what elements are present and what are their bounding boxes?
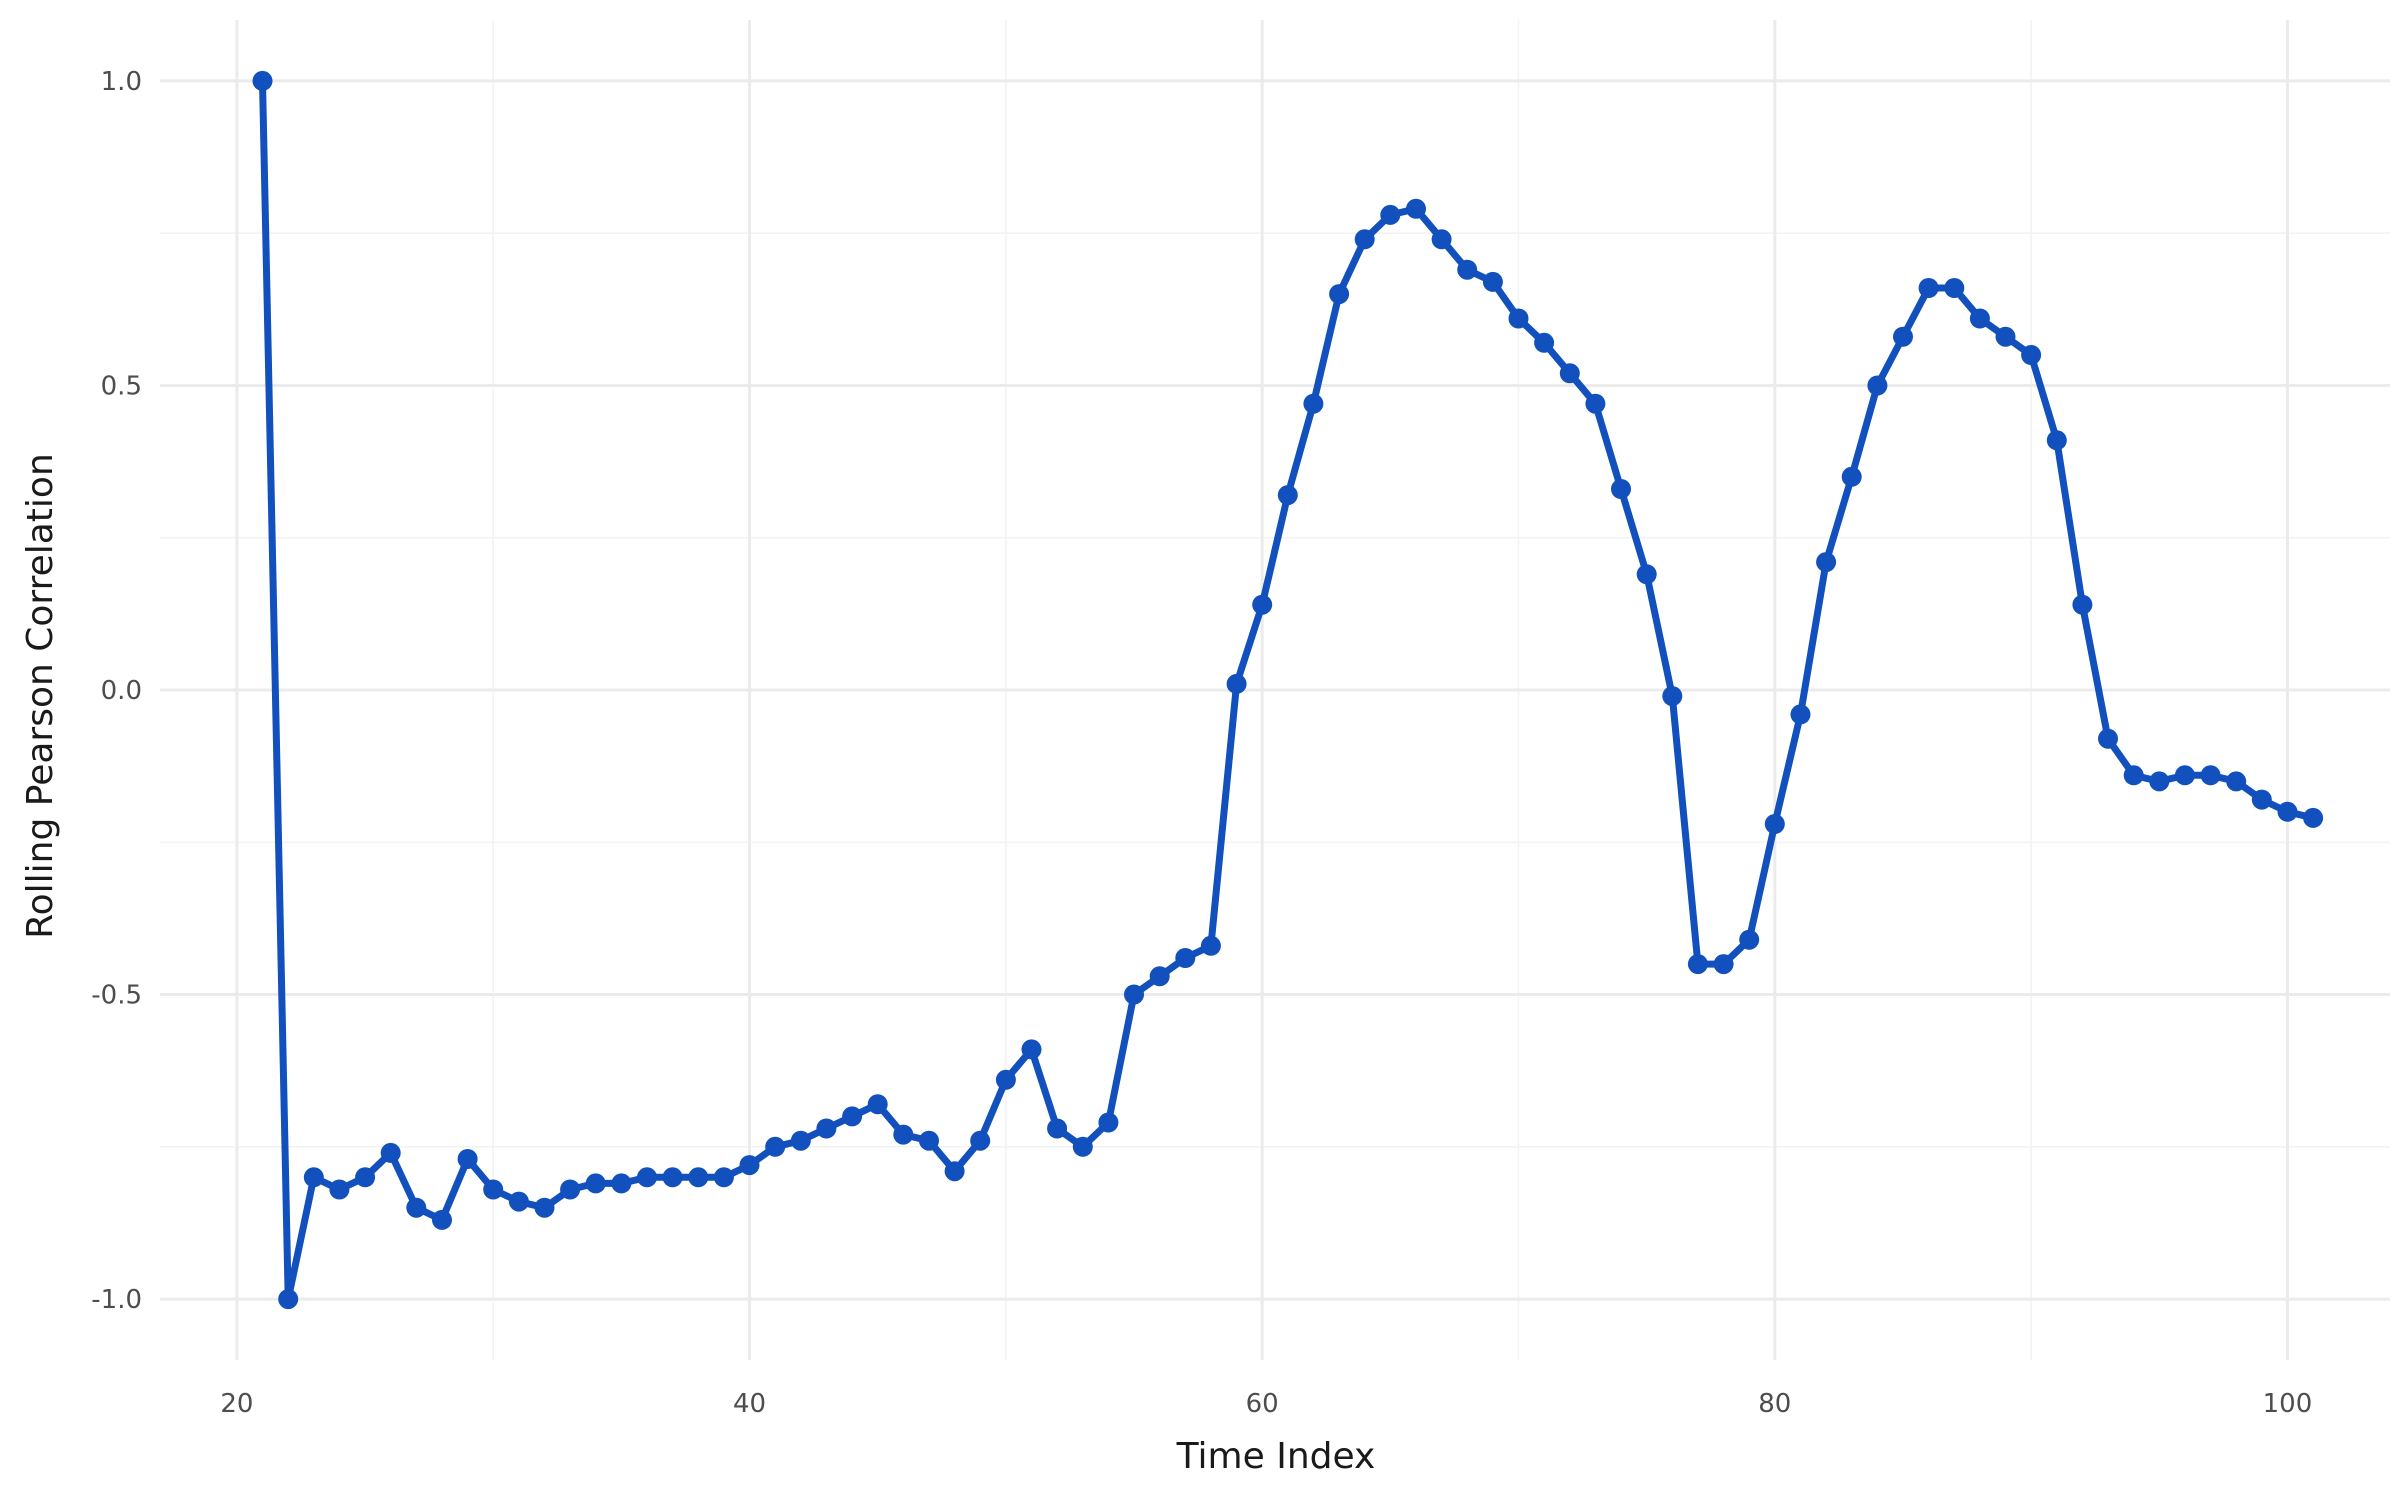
data-point bbox=[2098, 728, 2118, 749]
data-point bbox=[765, 1136, 786, 1157]
data-point bbox=[1047, 1118, 1068, 1139]
data-point bbox=[2021, 345, 2042, 365]
data-point bbox=[2123, 765, 2144, 786]
data-point bbox=[1406, 198, 1426, 219]
data-point bbox=[2072, 594, 2093, 615]
data-point bbox=[1559, 363, 1580, 384]
data-point bbox=[1508, 308, 1529, 329]
data-point bbox=[380, 1142, 401, 1163]
data-point bbox=[739, 1155, 760, 1176]
data-point bbox=[355, 1167, 376, 1188]
x-tick-label: 60 bbox=[1246, 1389, 1279, 1419]
data-point bbox=[1303, 393, 1324, 414]
data-point bbox=[1611, 479, 1631, 499]
data-point bbox=[1893, 326, 1913, 347]
data-point bbox=[2226, 771, 2247, 792]
y-axis-tick-labels: -1.0 -0.5 0.0 0.5 1.0 bbox=[91, 67, 142, 1315]
data-point bbox=[1175, 948, 1196, 968]
data-point bbox=[1329, 284, 1350, 305]
data-point bbox=[688, 1167, 709, 1188]
data-point bbox=[1995, 326, 2016, 347]
data-point bbox=[816, 1118, 837, 1139]
data-point bbox=[919, 1130, 939, 1151]
data-point bbox=[1149, 966, 1170, 987]
series-layer bbox=[252, 70, 2324, 1310]
data-point bbox=[970, 1130, 991, 1151]
data-point bbox=[252, 70, 273, 91]
x-tick-label: 40 bbox=[733, 1389, 766, 1419]
data-point bbox=[1252, 594, 1273, 615]
data-point bbox=[2251, 789, 2272, 810]
data-point bbox=[893, 1124, 914, 1145]
x-axis-tick-labels: 20 40 60 80 100 bbox=[220, 1389, 2312, 1419]
data-point bbox=[1816, 552, 1837, 573]
major-gridlines bbox=[160, 20, 2390, 1360]
data-point bbox=[457, 1149, 478, 1169]
data-point bbox=[1277, 485, 1298, 506]
data-point bbox=[662, 1167, 683, 1188]
data-point bbox=[534, 1197, 555, 1218]
data-point bbox=[1687, 954, 1708, 975]
data-point bbox=[1380, 204, 1401, 225]
y-tick-label: 0.0 bbox=[101, 676, 142, 706]
data-point bbox=[585, 1173, 606, 1194]
data-point bbox=[867, 1094, 888, 1115]
data-point bbox=[713, 1167, 734, 1188]
data-point bbox=[1431, 229, 1452, 250]
data-point bbox=[1944, 278, 1965, 298]
data-point bbox=[2303, 807, 2324, 828]
data-point bbox=[1764, 814, 1785, 834]
data-point bbox=[1457, 259, 1478, 280]
data-point bbox=[1739, 929, 1760, 950]
data-point bbox=[2046, 430, 2067, 451]
data-point bbox=[2174, 765, 2195, 786]
data-point bbox=[2149, 771, 2170, 792]
data-point bbox=[329, 1179, 350, 1200]
y-tick-label: 1.0 bbox=[101, 67, 142, 97]
data-point bbox=[1918, 278, 1939, 298]
data-point bbox=[637, 1167, 657, 1188]
data-point bbox=[1713, 954, 1734, 975]
data-point bbox=[1226, 673, 1247, 694]
data-point bbox=[842, 1106, 863, 1127]
y-tick-label: -1.0 bbox=[91, 1285, 142, 1315]
data-point bbox=[1124, 984, 1144, 1005]
data-point bbox=[944, 1161, 965, 1182]
x-axis-title: Time Index bbox=[1176, 1436, 1376, 1477]
data-point bbox=[1072, 1136, 1093, 1157]
data-point bbox=[1636, 564, 1657, 585]
data-point bbox=[995, 1069, 1016, 1090]
y-tick-label: 0.5 bbox=[101, 371, 142, 401]
data-point bbox=[406, 1197, 427, 1218]
data-point bbox=[303, 1167, 324, 1188]
data-point bbox=[1200, 935, 1221, 956]
data-point bbox=[278, 1289, 299, 1310]
y-tick-label: -0.5 bbox=[91, 981, 142, 1011]
data-point bbox=[483, 1179, 504, 1200]
data-point bbox=[1098, 1112, 1119, 1133]
data-point bbox=[1867, 375, 1888, 396]
x-tick-label: 100 bbox=[2263, 1389, 2313, 1419]
data-point bbox=[1969, 308, 1990, 329]
data-point bbox=[508, 1191, 529, 1212]
data-point bbox=[1021, 1039, 1042, 1060]
data-point bbox=[790, 1130, 811, 1151]
data-point bbox=[1841, 466, 1862, 487]
data-point bbox=[1585, 393, 1606, 414]
data-point bbox=[560, 1179, 581, 1200]
data-point bbox=[611, 1173, 632, 1194]
data-point bbox=[1482, 271, 1503, 292]
x-tick-label: 80 bbox=[1758, 1389, 1791, 1419]
data-point bbox=[1790, 704, 1811, 725]
data-point bbox=[1354, 229, 1375, 250]
data-point bbox=[1534, 332, 1555, 353]
data-point bbox=[2200, 765, 2221, 786]
x-tick-label: 20 bbox=[220, 1389, 253, 1419]
data-point bbox=[1662, 686, 1683, 707]
data-point bbox=[2277, 801, 2298, 822]
y-axis-title: Rolling Pearson Correlation bbox=[20, 453, 61, 939]
data-point bbox=[432, 1209, 452, 1230]
